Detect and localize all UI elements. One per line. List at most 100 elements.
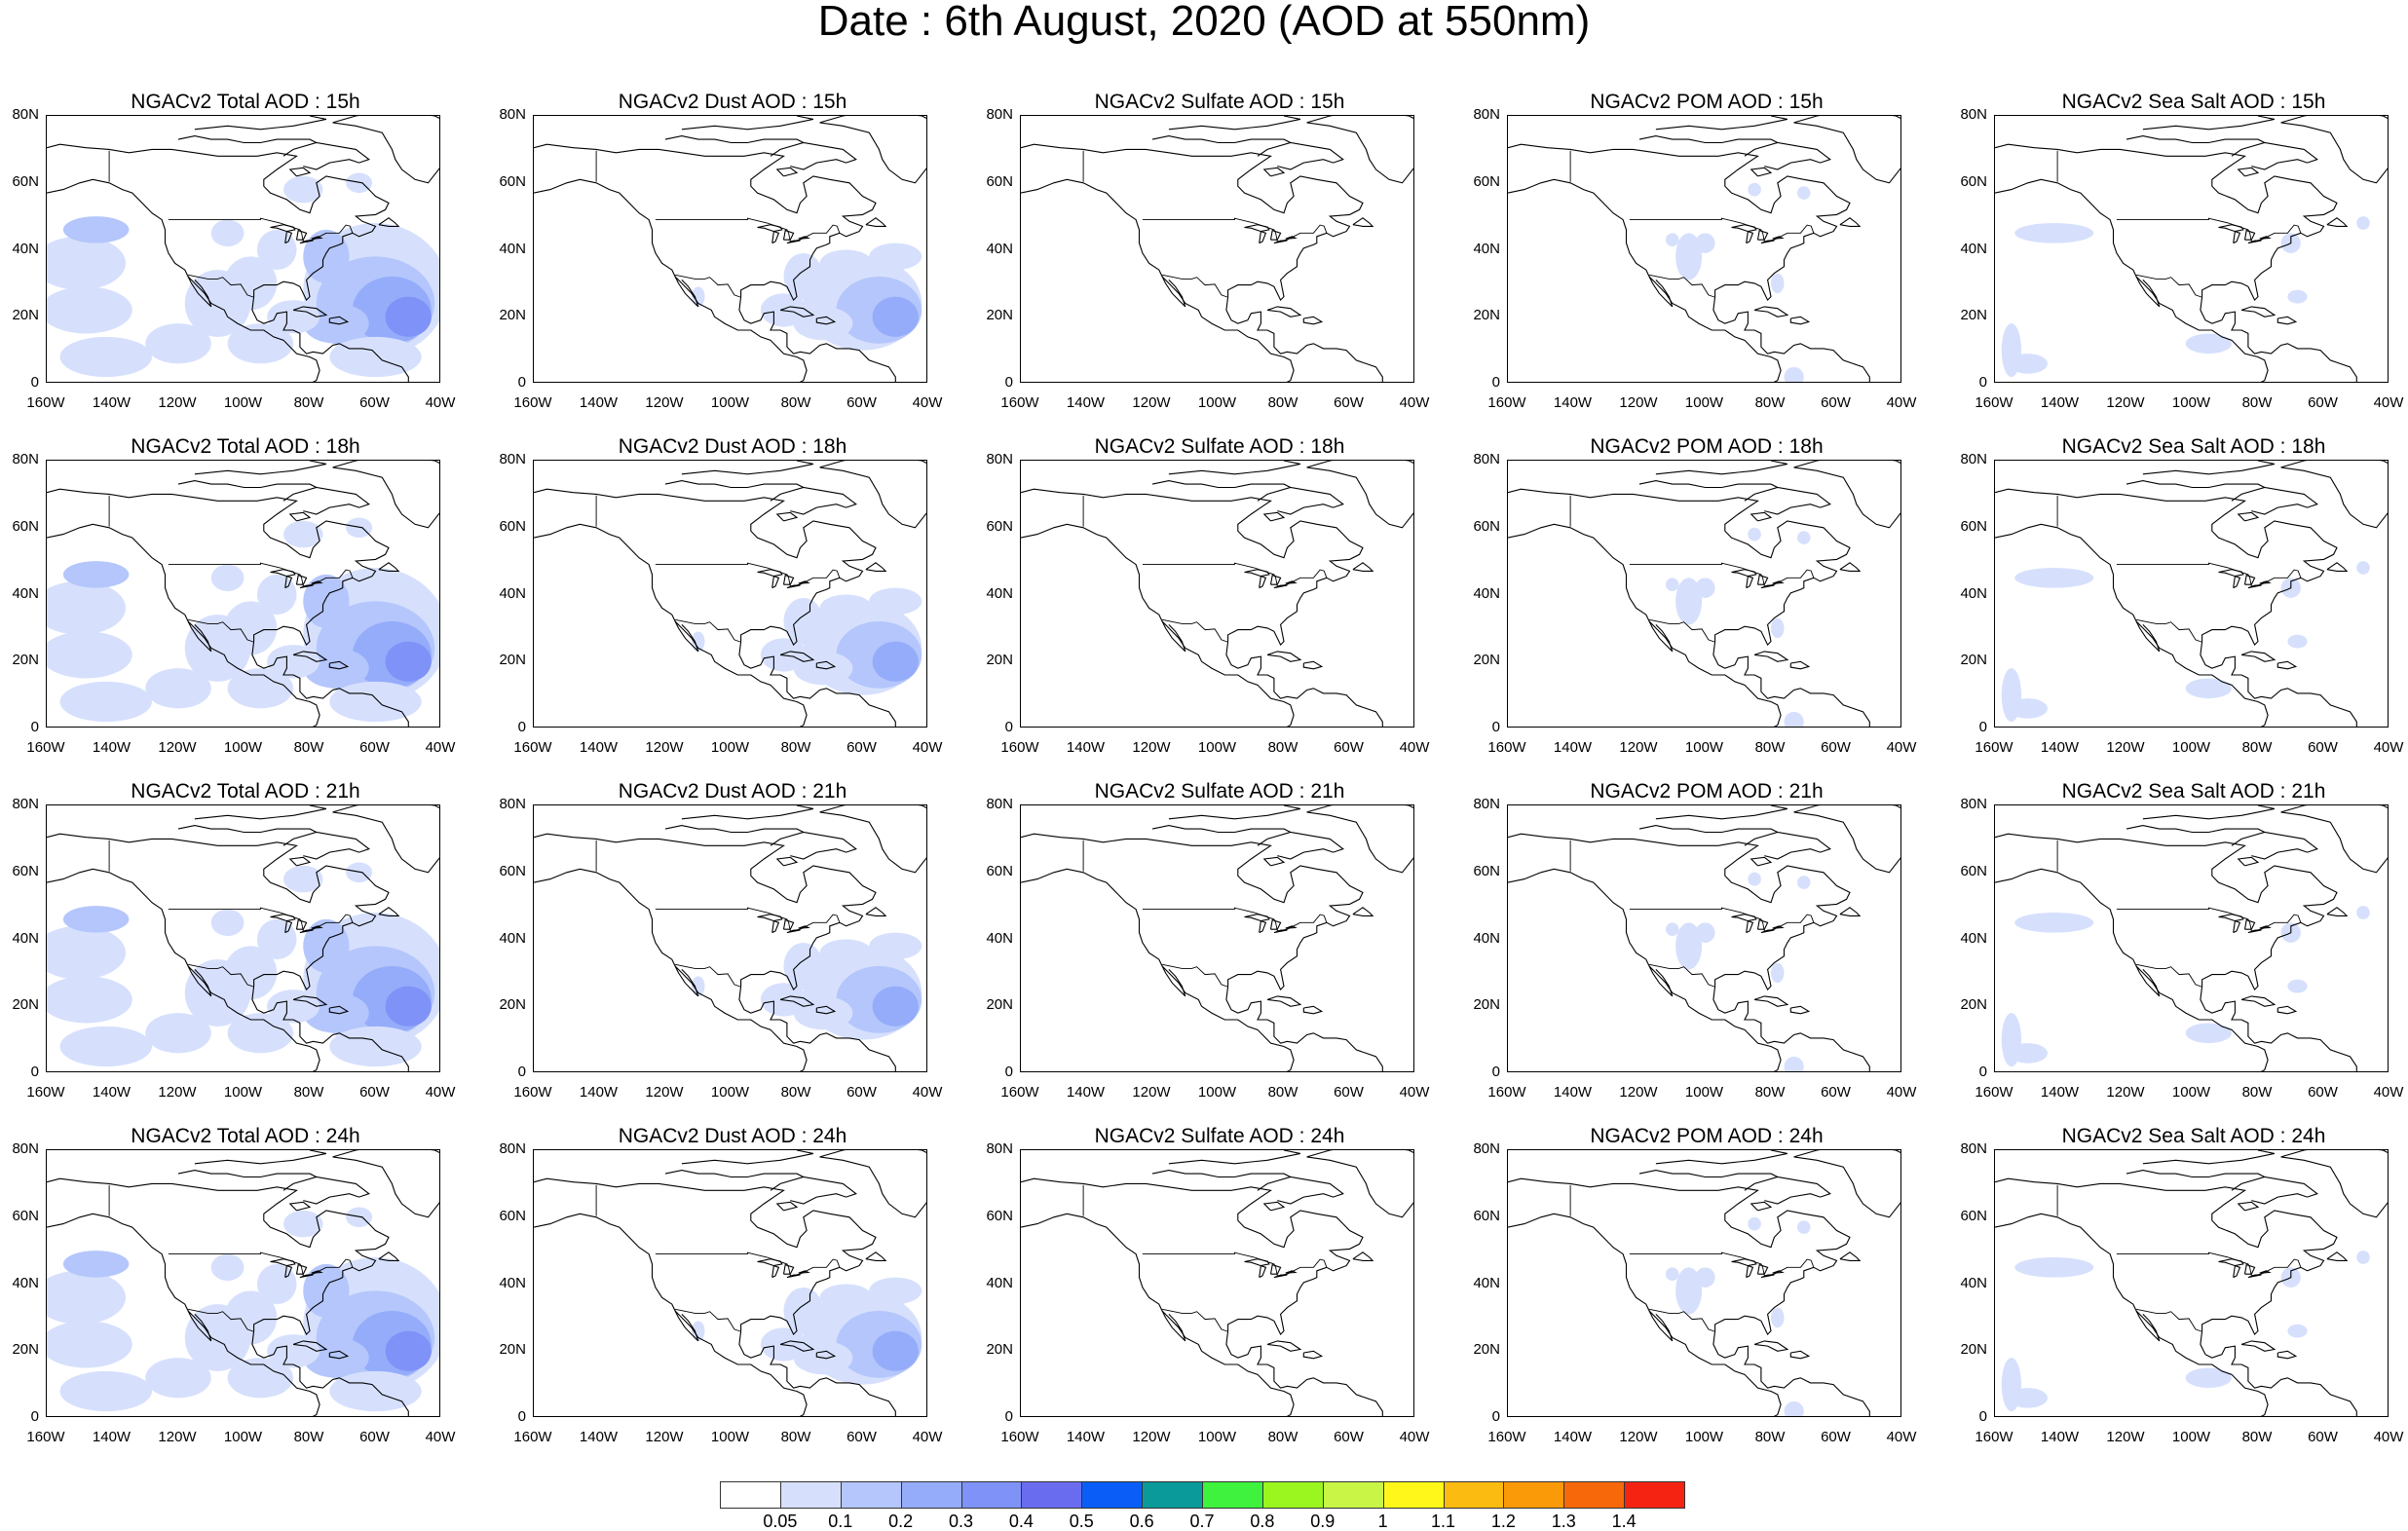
- lat-tick-label: 60N: [1473, 172, 1500, 190]
- coastline: [1244, 569, 1270, 578]
- aod-shading: [2287, 289, 2308, 304]
- coastline: [2276, 660, 2298, 670]
- country-border: [168, 217, 354, 243]
- coastline: [1995, 868, 2269, 1071]
- coastline: [378, 907, 400, 916]
- lat-tick-label: 40N: [1960, 240, 1987, 257]
- coastline: [1508, 833, 1851, 991]
- lon-tick-label: 100W: [710, 1429, 750, 1445]
- aod-shading: [869, 243, 922, 271]
- lon-tick-label: 100W: [1197, 394, 1237, 411]
- lat-tick-label: 80N: [499, 451, 526, 467]
- aod-shading: [59, 681, 152, 723]
- lon-tick-label: 120W: [158, 739, 197, 756]
- coastline: [819, 1150, 926, 1158]
- lat-tick-label: 60N: [12, 862, 39, 879]
- lon-tick-label: 120W: [645, 1429, 684, 1445]
- lon-tick-label: 120W: [1132, 1084, 1171, 1101]
- aod-shading: [2356, 216, 2370, 230]
- coastline: [1793, 811, 1900, 874]
- coastline: [770, 486, 857, 515]
- map-panel-total-15h: NGACv2 Total AOD : 15h 80N 60N 40N 20N 0 160W 1…: [0, 86, 487, 436]
- coastline: [187, 276, 212, 308]
- coastline: [1168, 461, 1301, 475]
- colorbar-label: 1.3: [1551, 1512, 1576, 1531]
- coastline: [2135, 1310, 2161, 1342]
- lon-tick-label: 140W: [579, 739, 619, 756]
- aod-shading: [227, 323, 294, 364]
- coastline: [738, 296, 896, 382]
- lon-tick-label: 100W: [223, 394, 263, 411]
- coastline: [1789, 316, 1811, 325]
- coastline: [1793, 116, 1900, 124]
- lat-tick-label: 40N: [986, 240, 1013, 257]
- coastline: [775, 167, 799, 177]
- lon-tick-label: 40W: [425, 394, 456, 411]
- lon-tick-label: 140W: [2040, 1084, 2080, 1101]
- lon-tick-label: 80W: [1754, 394, 1786, 411]
- lon-tick-label: 160W: [26, 1429, 65, 1445]
- coastline: [1648, 965, 1674, 997]
- aod-shading: [2008, 354, 2048, 374]
- lat-tick-label: 20N: [499, 1341, 526, 1359]
- lon-tick-label: 100W: [710, 394, 750, 411]
- coastline: [1306, 805, 1413, 813]
- country-border: [2116, 562, 2302, 587]
- coastline: [819, 805, 926, 813]
- lat-tick-label: 20N: [1960, 996, 1987, 1014]
- lon-tick-label: 120W: [2106, 739, 2145, 756]
- lon-tick-label: 40W: [1399, 739, 1430, 756]
- lat-tick-label: 60N: [12, 1207, 39, 1224]
- coastline: [771, 1264, 780, 1279]
- map-panel-dust-15h: NGACv2 Dust AOD : 15h 80N 60N 40N 20N 0 160W 14…: [487, 86, 974, 436]
- panel-title: NGACv2 Sulfate AOD : 21h: [1094, 780, 1345, 803]
- coastline: [1793, 461, 1900, 468]
- lat-tick-label: 60N: [12, 517, 39, 535]
- coastline: [47, 523, 320, 727]
- coastline: [771, 575, 780, 589]
- lon-tick-label: 160W: [513, 739, 552, 756]
- coastline: [681, 805, 814, 820]
- lat-tick-label: 80N: [12, 451, 39, 467]
- coastline: [2276, 1005, 2298, 1015]
- aod-shading: [210, 909, 245, 937]
- coastline: [177, 1170, 318, 1178]
- lon-tick-label: 60W: [2308, 739, 2338, 756]
- coastline: [738, 1330, 896, 1416]
- aod-shading: [1797, 876, 1811, 889]
- aod-shading: [1666, 1267, 1679, 1282]
- coastline: [2135, 276, 2161, 308]
- coastline: [770, 1176, 857, 1205]
- coastline: [292, 1340, 328, 1352]
- coastline: [1648, 1310, 1674, 1342]
- coastline: [1266, 995, 1302, 1007]
- aod-shading: [2356, 1251, 2370, 1264]
- lon-tick-label: 100W: [2171, 394, 2211, 411]
- coastline: [1744, 141, 1831, 170]
- map-panel-pom-21h: NGACv2 POM AOD : 21h 80N 60N 40N 20N 0 160W 140…: [1461, 775, 1948, 1126]
- coastline: [2200, 1330, 2357, 1416]
- coastline: [1995, 523, 2269, 727]
- coastline: [187, 1310, 212, 1342]
- coastline: [194, 461, 327, 475]
- lon-tick-label: 160W: [1975, 394, 2013, 411]
- lon-tick-label: 160W: [26, 739, 65, 756]
- country-border: [675, 963, 741, 988]
- coastline: [187, 620, 212, 653]
- coastline: [2280, 1150, 2388, 1158]
- aod-shading: [283, 865, 323, 893]
- lon-tick-label: 120W: [2106, 1429, 2145, 1445]
- aod-shading: [303, 1263, 350, 1318]
- lon-tick-label: 40W: [912, 1429, 943, 1445]
- lat-tick-label: 0: [517, 1064, 526, 1080]
- coastline: [664, 135, 805, 144]
- coastline: [782, 1263, 795, 1275]
- lon-tick-label: 80W: [293, 739, 324, 756]
- coastline: [332, 467, 439, 529]
- lon-tick-label: 160W: [1000, 1084, 1039, 1101]
- lat-tick-label: 60N: [1473, 1207, 1500, 1224]
- map-panel-total-21h: NGACv2 Total AOD : 21h 80N 60N 40N 20N 0 160W 1…: [0, 775, 487, 1126]
- coastline: [47, 143, 390, 302]
- country-border: [675, 618, 741, 643]
- coastline: [782, 574, 795, 585]
